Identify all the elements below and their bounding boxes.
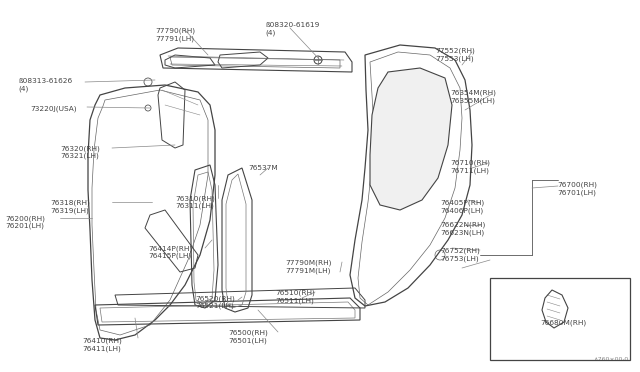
Text: 76510(RH)
76511(LH): 76510(RH) 76511(LH) [275,290,315,304]
Text: 76500(RH)
76501(LH): 76500(RH) 76501(LH) [228,330,268,344]
Text: 73220J(USA): 73220J(USA) [30,105,77,112]
Text: 76405P(RH)
76406P(LH): 76405P(RH) 76406P(LH) [440,200,484,214]
Text: 76318(RH)
76319(LH): 76318(RH) 76319(LH) [50,200,90,214]
Text: 76700(RH)
76701(LH): 76700(RH) 76701(LH) [557,182,597,196]
Text: 76680M(RH): 76680M(RH) [540,320,586,327]
Text: 76410(RH)
76411(LH): 76410(RH) 76411(LH) [82,338,122,352]
Text: 76320(RH)
76321(LH): 76320(RH) 76321(LH) [60,145,100,159]
Text: 76310(RH)
76311(LH): 76310(RH) 76311(LH) [175,195,215,209]
Text: 76622N(RH)
76623N(LH): 76622N(RH) 76623N(LH) [440,222,485,236]
Text: 77790M(RH)
77791M(LH): 77790M(RH) 77791M(LH) [285,260,332,274]
Text: 77790(RH)
77791(LH): 77790(RH) 77791(LH) [155,28,195,42]
Text: 76752(RH)
76753(LH): 76752(RH) 76753(LH) [440,248,480,262]
Text: 76414P(RH)
76415P(LH): 76414P(RH) 76415P(LH) [148,245,192,259]
Text: 76520(RH)
76521(LH): 76520(RH) 76521(LH) [195,295,235,309]
Bar [490,278,630,360]
Text: 76537M: 76537M [248,165,278,171]
Polygon shape [370,68,452,210]
Text: 77552(RH)
77553(LH): 77552(RH) 77553(LH) [435,48,475,62]
Text: 76354M(RH)
76355M(LH): 76354M(RH) 76355M(LH) [450,90,496,104]
Text: ß08313-61626
(4): ß08313-61626 (4) [18,78,72,92]
Text: 76200(RH)
76201(LH): 76200(RH) 76201(LH) [5,215,45,229]
Text: 76710(RH)
76711(LH): 76710(RH) 76711(LH) [450,160,490,174]
Text: ∧760×00·0: ∧760×00·0 [593,357,628,362]
Text: ß08320-61619
(4): ß08320-61619 (4) [265,22,319,35]
